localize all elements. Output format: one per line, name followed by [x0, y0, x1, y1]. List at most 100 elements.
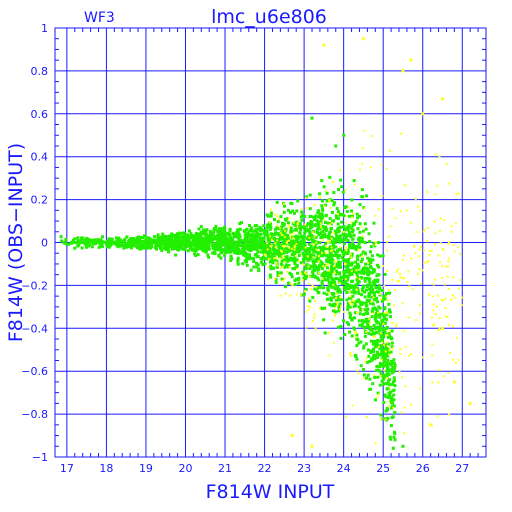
data-point	[332, 191, 336, 195]
data-point	[326, 286, 330, 290]
data-point	[296, 246, 300, 250]
data-point	[282, 202, 285, 205]
x-tick-label: 23	[297, 462, 311, 475]
data-point	[231, 247, 235, 251]
data-point	[195, 243, 199, 247]
data-point	[254, 236, 258, 240]
data-point	[325, 264, 328, 267]
data-point	[385, 387, 389, 391]
data-point	[160, 249, 164, 253]
data-point	[336, 286, 340, 290]
data-point	[291, 209, 295, 213]
data-point	[375, 356, 379, 360]
data-point	[332, 295, 336, 299]
data-point	[307, 242, 311, 246]
data-point	[336, 228, 340, 232]
data-point	[358, 278, 361, 281]
data-point	[169, 241, 173, 245]
data-point	[169, 244, 173, 248]
data-point	[298, 222, 302, 226]
data-point	[433, 220, 436, 223]
data-point	[337, 271, 341, 275]
data-point	[295, 239, 299, 243]
data-point	[256, 234, 260, 238]
data-point	[146, 237, 150, 241]
data-point	[106, 241, 110, 245]
data-point	[303, 228, 307, 232]
data-point	[147, 246, 151, 250]
data-point	[368, 301, 372, 305]
data-point	[63, 240, 67, 244]
data-point	[270, 259, 274, 263]
data-point	[335, 214, 339, 218]
data-point	[277, 233, 281, 237]
data-point	[325, 271, 329, 275]
data-point	[332, 266, 336, 270]
data-point	[122, 242, 126, 246]
data-point	[95, 240, 99, 244]
data-point	[351, 269, 355, 273]
data-point	[262, 242, 266, 246]
data-point	[119, 238, 123, 242]
data-point	[307, 265, 310, 268]
data-point	[392, 388, 396, 392]
data-point	[161, 232, 165, 236]
data-point	[141, 236, 145, 240]
data-point	[312, 254, 316, 258]
data-point	[350, 214, 354, 218]
data-point	[384, 409, 388, 413]
data-point	[324, 228, 328, 232]
data-point	[370, 358, 374, 362]
data-point	[60, 239, 64, 243]
data-point	[323, 306, 327, 310]
data-point	[269, 232, 273, 236]
data-point	[358, 222, 362, 226]
x-tick-label: 17	[60, 462, 74, 475]
data-point	[377, 311, 380, 314]
data-point	[373, 278, 377, 282]
data-point	[358, 203, 362, 207]
data-point	[363, 207, 366, 210]
data-point	[276, 215, 279, 218]
data-point	[386, 240, 389, 243]
data-point	[312, 231, 315, 234]
data-point	[361, 319, 365, 323]
data-point	[266, 248, 269, 251]
data-point	[455, 193, 458, 196]
data-point	[182, 231, 186, 235]
data-point	[219, 256, 223, 260]
data-point	[293, 261, 297, 265]
data-point	[437, 254, 440, 257]
data-point	[453, 296, 456, 299]
data-point	[370, 300, 373, 303]
data-point	[331, 258, 335, 262]
data-point	[73, 246, 77, 250]
data-point	[326, 274, 330, 278]
data-point	[267, 250, 271, 254]
data-point	[221, 243, 225, 247]
data-point	[313, 316, 316, 319]
data-point	[266, 236, 270, 240]
data-point	[308, 222, 312, 226]
data-point	[301, 251, 305, 255]
data-point	[345, 248, 348, 251]
data-point	[361, 229, 365, 233]
data-point	[284, 292, 287, 295]
data-point	[236, 259, 240, 263]
data-point	[371, 382, 375, 386]
data-point	[197, 244, 201, 248]
data-point	[271, 261, 275, 265]
data-point	[375, 274, 379, 278]
data-point	[163, 242, 167, 246]
data-point	[258, 229, 262, 233]
data-point	[368, 387, 372, 391]
data-point	[281, 234, 284, 237]
data-point	[363, 295, 367, 299]
data-point	[346, 270, 350, 274]
data-point	[334, 272, 338, 276]
data-point	[263, 233, 267, 237]
data-point	[132, 237, 136, 241]
data-point	[359, 253, 363, 257]
data-point	[354, 284, 358, 288]
data-point	[305, 250, 309, 254]
